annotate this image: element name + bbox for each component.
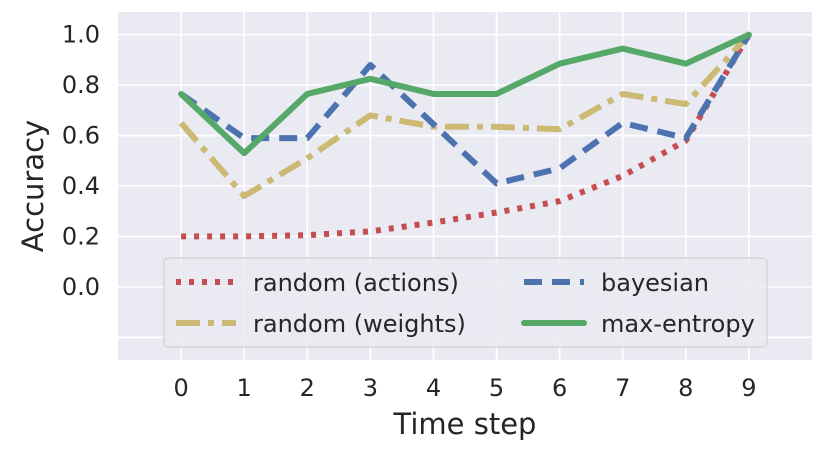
y-tick-label: 0.4 — [62, 172, 100, 200]
x-tick-label: 3 — [363, 374, 378, 402]
x-tick-label: 4 — [426, 374, 441, 402]
y-tick-label: 1.0 — [62, 21, 100, 49]
legend: random (actions) random (weights) bayesian… — [163, 257, 768, 348]
x-tick-label: 0 — [173, 374, 188, 402]
legend-label: random (actions) — [253, 269, 459, 297]
legend-label: bayesian — [601, 269, 709, 297]
y-tick-label: 0.2 — [62, 222, 100, 250]
y-axis-label: Accuracy — [16, 120, 50, 252]
y-tick-label: 0.8 — [62, 71, 100, 99]
legend-label: max-entropy — [601, 310, 755, 338]
x-tick-label: 1 — [237, 374, 252, 402]
legend-label: random (weights) — [253, 310, 466, 338]
x-tick-label: 6 — [552, 374, 567, 402]
legend-box — [163, 257, 768, 348]
series-line-random-weights — [178, 32, 752, 200]
x-tick-label: 9 — [741, 374, 756, 402]
x-axis-label: Time step — [393, 407, 537, 441]
series-line-bayesian — [179, 33, 752, 187]
x-tick-label: 5 — [489, 374, 504, 402]
y-tick-label: 0.6 — [62, 122, 100, 150]
x-tick-label: 2 — [300, 374, 315, 402]
y-tick-label: 0.0 — [62, 273, 100, 301]
series-line-max-entropy — [178, 31, 752, 157]
y-tick-labels: 0.0 0.2 0.4 0.6 0.8 1.0 — [62, 21, 100, 301]
x-tick-label: 8 — [678, 374, 693, 402]
x-tick-labels: 0 1 2 3 4 5 6 7 8 9 — [173, 374, 756, 402]
x-tick-label: 7 — [615, 374, 630, 402]
series-line-random-actions — [181, 33, 752, 240]
series-lines — [178, 31, 752, 240]
